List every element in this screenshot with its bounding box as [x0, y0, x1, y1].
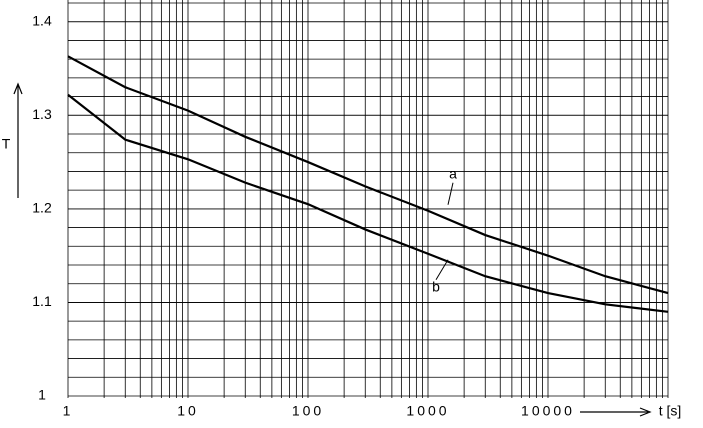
y-arrow-head — [13, 82, 23, 95]
series-label: a — [449, 165, 457, 181]
x-tick-label: 1000 — [406, 403, 449, 419]
y-tick-label: 1.3 — [32, 106, 52, 122]
x-axis-label: t [s] — [659, 403, 682, 419]
series-label: b — [432, 278, 440, 294]
y-tick-label: 1.1 — [32, 293, 52, 309]
x-tick-label: 10000 — [521, 403, 575, 419]
series-line — [67, 55, 669, 295]
x-arrow-head — [639, 407, 652, 417]
x-tick-label: 1 — [63, 403, 74, 419]
label-leader — [435, 259, 449, 281]
x-tick-label: 10 — [177, 403, 199, 419]
y-tick-label: 1.4 — [32, 12, 52, 28]
y-tick-label: 1.2 — [32, 200, 52, 216]
y-axis-label: T — [2, 136, 11, 152]
x-tick-label: 100 — [292, 403, 324, 419]
y-tick-label: 1 — [38, 387, 46, 403]
series-line — [67, 93, 669, 313]
label-leader — [447, 182, 454, 205]
